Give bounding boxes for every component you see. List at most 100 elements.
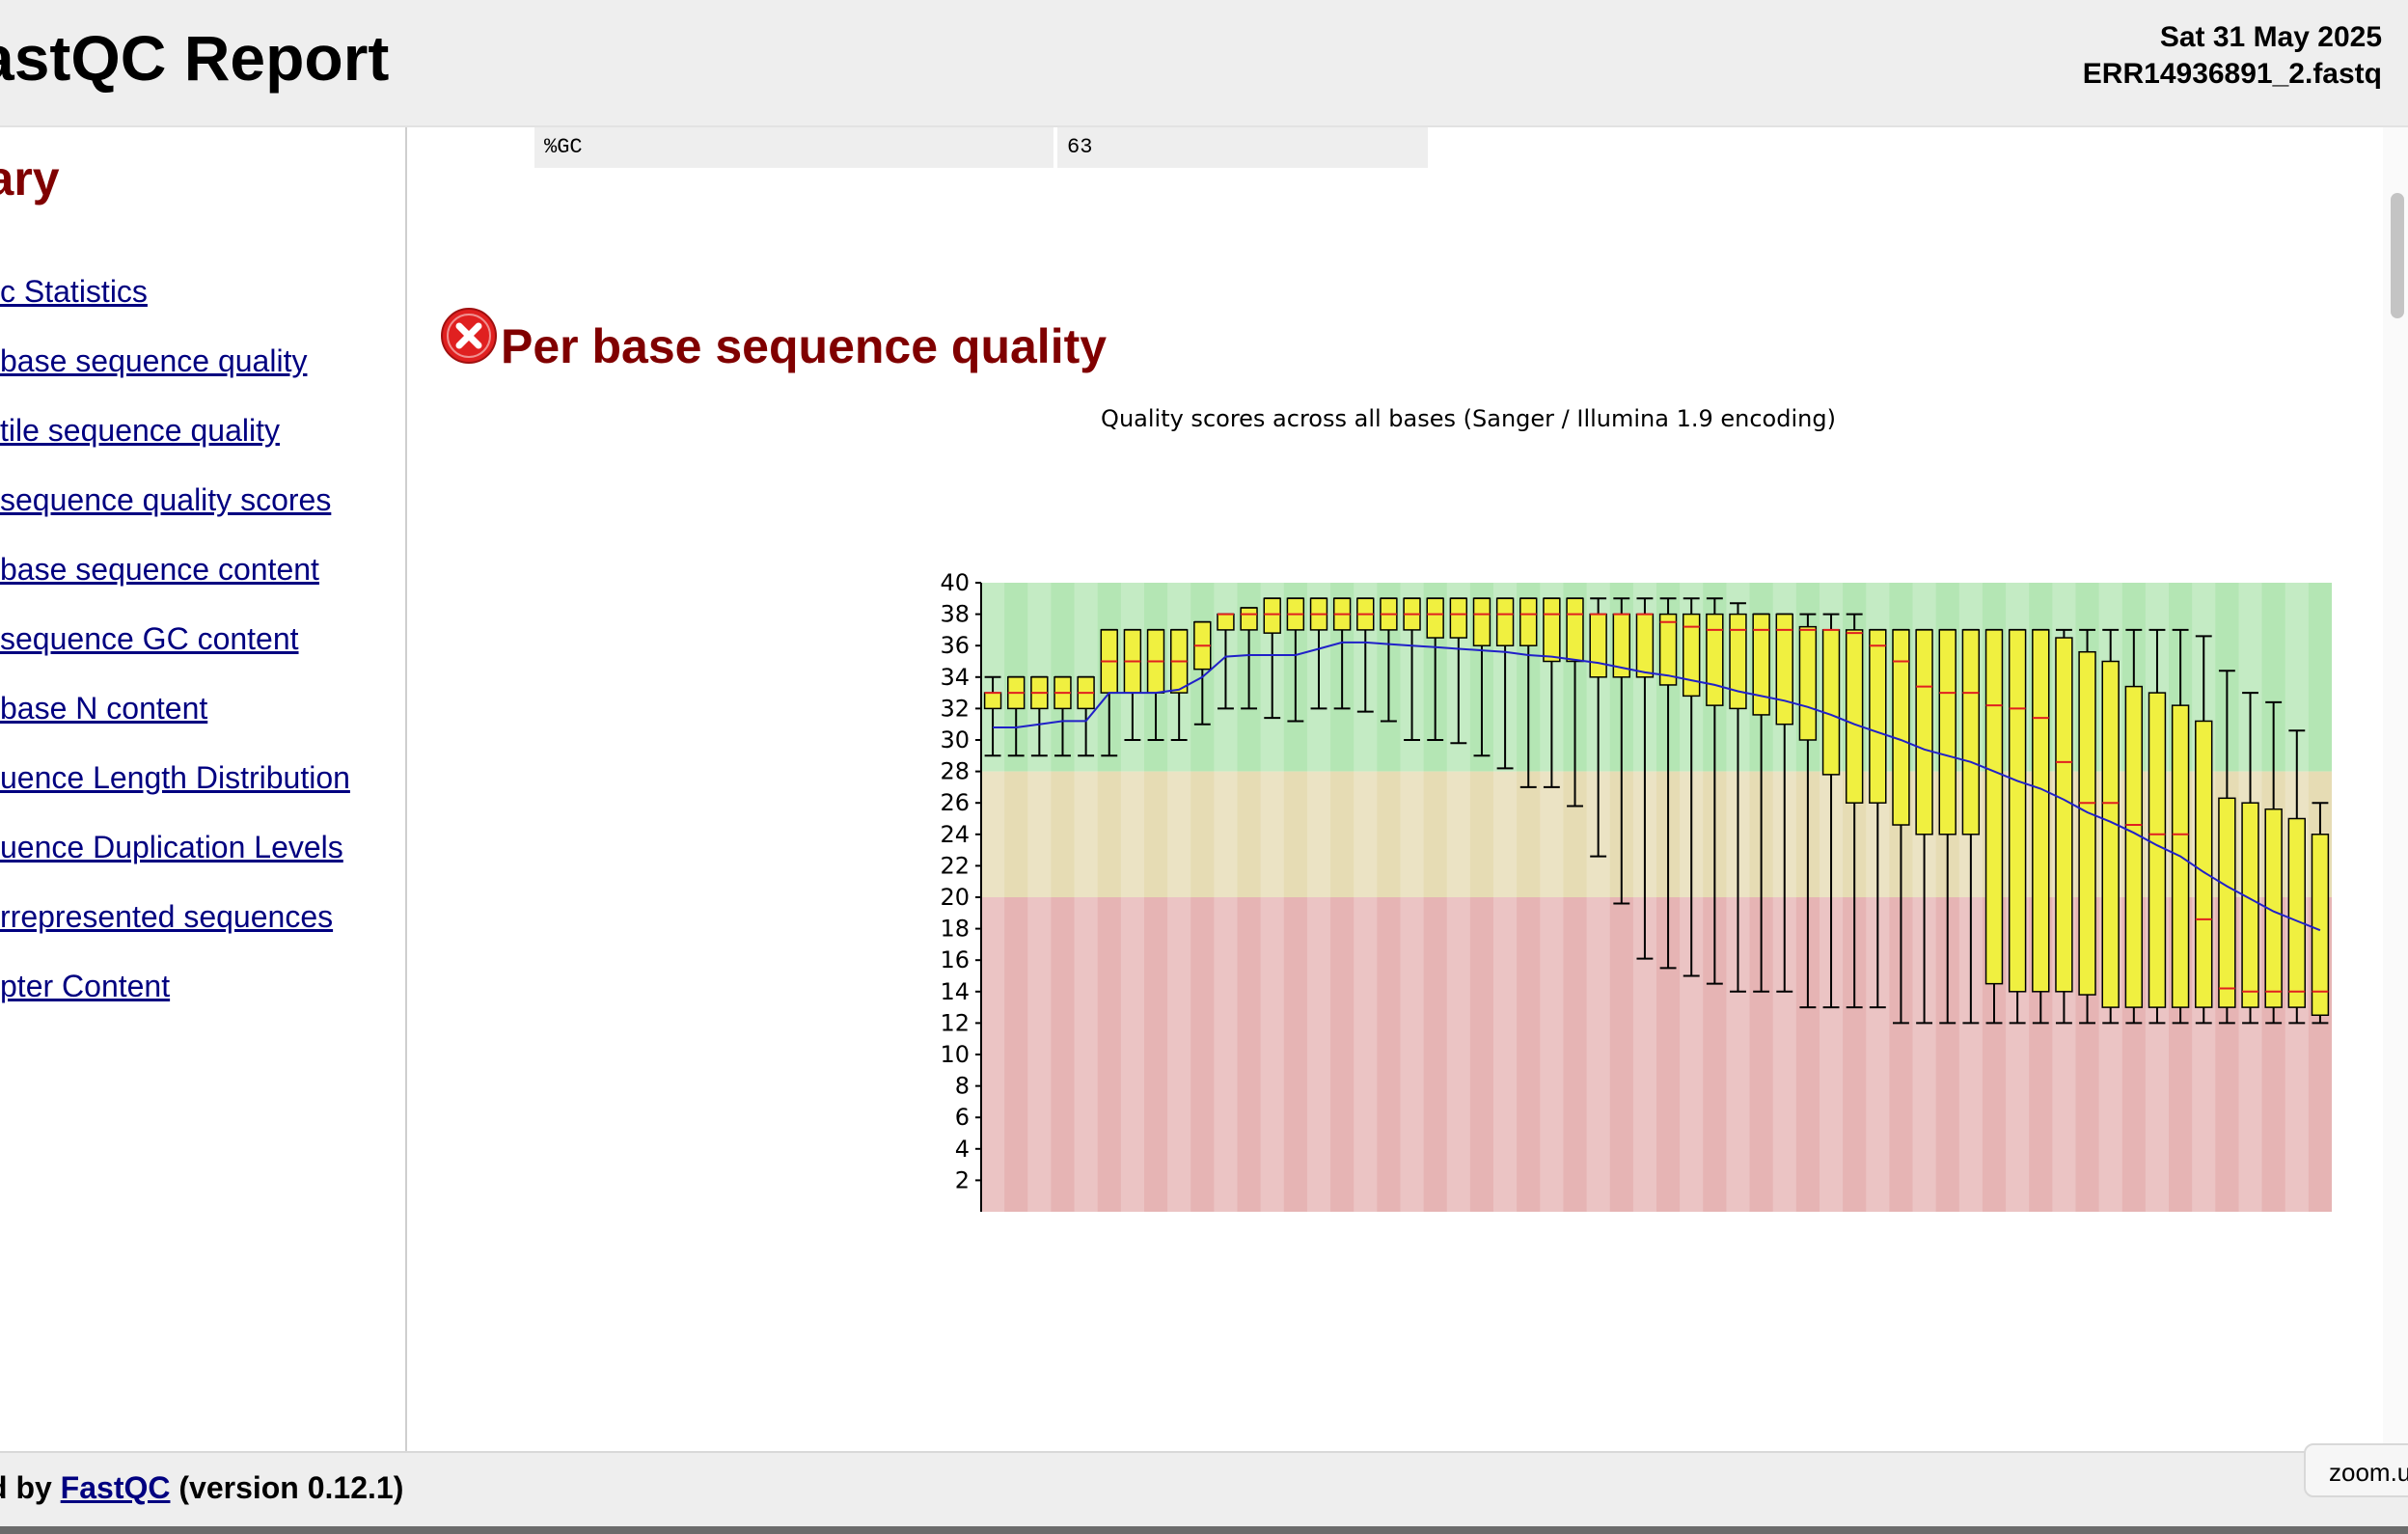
sidebar-item-per-sequence-quality: sequence quality scores [0,480,350,550]
box-48 [2078,628,2096,1025]
y-tick-label: 14 [940,978,970,1005]
box-9 [1169,628,1189,741]
zoom-tooltip: zoom.u [2304,1443,2408,1497]
interquartile-box [1752,613,1770,716]
box-series [983,597,2330,1025]
y-tick-label: 24 [940,821,970,848]
interquartile-box [983,692,1002,710]
sidebar-link-length-distribution[interactable]: uence Length Distribution [0,760,350,795]
sidebar-item-duplication-levels: uence Duplication Levels [0,828,350,897]
report-title: astQC Report [0,22,390,94]
box-18 [1380,597,1398,723]
interquartile-box [1658,613,1678,686]
sidebar-link-per-sequence-quality[interactable]: sequence quality scores [0,482,332,517]
box-28 [1612,597,1630,905]
interquartile-box [2055,637,2073,993]
sidebar-link-overrepresented[interactable]: rrepresented sequences [0,899,334,934]
sidebar-link-gc-content[interactable]: sequence GC content [0,621,299,656]
box-56 [2264,700,2283,1025]
report-filename: ERR14936891_2.fastq [2082,58,2382,90]
sidebar-link-basic-statistics[interactable]: c Statistics [0,274,148,309]
y-tick-label: 18 [940,916,970,943]
box-4 [1054,675,1072,757]
footer-prefix: d by [0,1470,52,1505]
y-tick-label: 34 [940,664,970,691]
y-tick-label: 30 [940,726,970,753]
box-17 [1356,597,1375,713]
sidebar-link-n-content[interactable]: base N content [0,691,208,726]
y-tick-label: 26 [940,789,970,816]
mean-line [993,641,2321,932]
y-tick-label: 2 [955,1166,970,1193]
interquartile-box [2311,834,2330,1016]
sidebar-link-duplication-levels[interactable]: uence Duplication Levels [0,830,343,864]
quality-boxplot-chart: Quality scores across all bases (Sanger … [940,405,2332,1212]
interquartile-box [1984,629,2004,985]
box-7 [1123,628,1142,741]
sidebar-item-gc-content: sequence GC content [0,619,350,689]
box-49 [2101,628,2120,1025]
summary-list: c Statistics base sequence quality tile … [0,272,350,1036]
box-19 [1403,597,1421,741]
interquartile-box [1869,629,1887,804]
box-41 [1915,628,1933,1025]
fastqc-link[interactable]: FastQC [60,1470,171,1505]
box-21 [1449,597,1468,745]
chart-title: Quality scores across all bases (Sanger … [1101,405,1836,432]
interquartile-box [2124,685,2144,1008]
interquartile-box [1217,613,1235,631]
sidebar-item-basic-statistics: c Statistics [0,272,350,342]
interquartile-box [1426,597,1444,639]
box-32 [1706,597,1724,985]
box-29 [1635,597,1655,960]
box-13 [1263,597,1281,720]
box-26 [1566,597,1584,808]
interquartile-box [1543,597,1561,663]
interquartile-box [1240,607,1258,631]
sidebar-link-adapter-content[interactable]: pter Content [0,969,171,1003]
box-10 [1193,620,1212,726]
y-tick-label: 36 [940,632,970,659]
interquartile-box [1961,629,1981,835]
interquartile-box [1566,597,1584,663]
box-31 [1683,597,1701,977]
scrollbar-thumb[interactable] [2391,193,2404,318]
interquartile-box [1892,629,1910,826]
interquartile-box [2195,720,2213,1008]
sidebar-link-per-tile-quality[interactable]: tile sequence quality [0,413,280,448]
sidebar-item-n-content: base N content [0,689,350,758]
box-54 [2218,670,2236,1025]
y-tick-label: 16 [940,946,970,973]
box-38 [1845,613,1864,1009]
mean-series [993,641,2321,932]
interquartile-box [1938,629,1956,835]
interquartile-box [1915,629,1933,835]
interquartile-box [1449,597,1468,639]
summary-sidebar: nary c Statistics base sequence quality … [0,127,407,1451]
y-tick-label: 38 [940,601,970,628]
box-11 [1217,613,1235,710]
footer-version: (version 0.12.1) [170,1470,404,1505]
sidebar-link-per-base-content[interactable]: base sequence content [0,552,319,587]
y-tick-label: 6 [955,1104,970,1131]
box-1 [983,675,1002,757]
sidebar-item-adapter-content: pter Content [0,967,350,1036]
y-tick-label: 8 [955,1073,970,1100]
box-51 [2148,628,2167,1025]
box-2 [1007,675,1026,757]
stats-value-cell: 63 [1057,127,1428,168]
box-12 [1240,607,1258,710]
interquartile-box [1775,613,1793,726]
interquartile-box [1635,613,1655,678]
box-43 [1961,628,1981,1025]
box-58 [2311,802,2330,1025]
box-14 [1286,597,1305,723]
box-33 [1729,602,1747,993]
sidebar-item-per-base-content: base sequence content [0,550,350,619]
sidebar-link-per-base-quality[interactable]: base sequence quality [0,343,308,378]
scrollbar-track[interactable] [2383,127,2408,1451]
interquartile-box [2101,660,2120,1008]
interquartile-box [1589,613,1607,678]
interquartile-box [2148,692,2167,1008]
